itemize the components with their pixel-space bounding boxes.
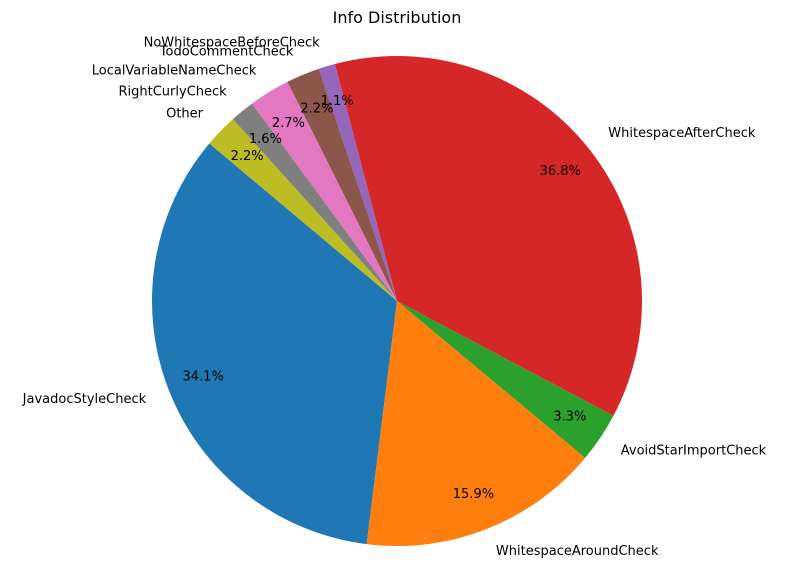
pie-labels: 34.1% JavadocStyleCheck 15.9% WhitespaceAro…: [22, 35, 767, 559]
slice-percent-label: 2.7%: [272, 116, 305, 131]
slice-percent-label: 3.3%: [553, 410, 586, 425]
pie-slice-todo-comment-check: [287, 68, 397, 301]
slice-percent-label: 1.6%: [249, 132, 282, 147]
slice-category-label: RightCurlyCheck: [119, 85, 228, 100]
pie-slice-other: [209, 119, 397, 301]
pie-slice-whitespace-around-check: [366, 301, 586, 546]
pie-slice-no-whitespace-before-check: [318, 64, 397, 301]
pie-slice-avoid-star-import-check: [397, 301, 614, 458]
slice-category-label: WhitespaceAroundCheck: [496, 544, 659, 559]
pie-slice-whitespace-after-check: [334, 55, 642, 416]
slice-percent-label: 34.1%: [183, 370, 224, 385]
slice-percent-label: 15.9%: [453, 487, 494, 502]
chart-title: Info Distribution: [333, 8, 462, 27]
slice-category-label: WhitespaceAfterCheck: [608, 126, 756, 141]
slice-category-label: AvoidStarImportCheck: [621, 444, 767, 459]
slice-category-label: NoWhitespaceBeforeCheck: [144, 35, 321, 50]
slice-category-label: TodoCommentCheck: [159, 45, 294, 60]
slice-percent-label: 2.2%: [300, 101, 333, 116]
pie-slice-javadoc-style-check: [151, 143, 397, 545]
slice-category-label: LocalVariableNameCheck: [92, 64, 257, 79]
pie-slice-local-variable-name-check: [251, 81, 397, 301]
slice-percent-label: 36.8%: [540, 164, 581, 179]
slice-percent-label: 1.1%: [321, 94, 354, 109]
pie-slice-right-curly-check: [232, 103, 397, 301]
slice-percent-label: 2.2%: [231, 149, 264, 164]
slice-category-label: Other: [166, 106, 204, 121]
slice-category-label: JavadocStyleCheck: [22, 392, 147, 407]
pie-slices: [151, 55, 642, 546]
